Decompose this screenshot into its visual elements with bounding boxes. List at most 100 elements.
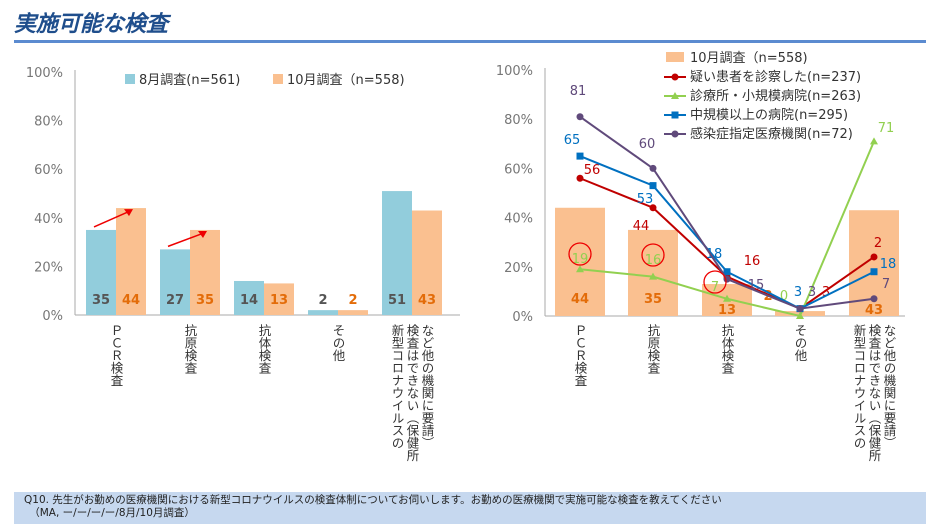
left-ytick: 0% [42, 309, 63, 324]
square-marker-icon [870, 268, 878, 276]
legend-label: 10月調査（n=558) [690, 51, 808, 66]
increase-arrow [93, 210, 131, 228]
series-data-label: 3 [822, 285, 830, 300]
series-data-label: 18 [706, 247, 723, 262]
right-category-label: その他 [792, 324, 808, 362]
left-category-label: 抗体検査 [256, 324, 272, 374]
series-data-label: 56 [584, 163, 601, 178]
series-data-label: 44 [633, 219, 650, 234]
series-data-label: 18 [880, 257, 897, 272]
left-bar [412, 210, 442, 315]
arrow-head-icon [124, 209, 133, 217]
legend-swatch [273, 74, 283, 84]
left-data-label: 2 [348, 293, 357, 308]
left-ytick: 80% [34, 115, 63, 130]
legend-label: 疑い患者を診察した(n=237) [690, 69, 861, 85]
right-ytick: 100% [496, 64, 533, 79]
circle-marker-icon [671, 73, 679, 81]
left-bar [234, 280, 264, 315]
left-ytick: 40% [34, 212, 63, 227]
series-data-label: 3 [808, 285, 816, 300]
left-ytick: 20% [34, 260, 63, 275]
series-data-label: 7 [882, 277, 890, 292]
square-marker-icon [671, 111, 679, 119]
highlight-circle [641, 243, 665, 267]
left-category-label: ＰＣＲ検査 [108, 324, 124, 387]
left-category-label: 抗原検査 [182, 324, 198, 374]
circle-marker-icon [870, 295, 878, 303]
right-ytick: 40% [504, 212, 533, 227]
right-bar-label: 13 [718, 303, 736, 318]
series-data-label: 81 [570, 84, 587, 99]
right-ytick: 20% [504, 261, 533, 276]
circle-marker-icon [796, 305, 804, 313]
question-note: Q10. 先生がお勤めの医療機関における新型コロナウイルスの検査体制についてお伺… [14, 492, 926, 524]
series-data-label: 2 [874, 236, 882, 251]
increase-arrow [167, 232, 205, 248]
series-data-label: 53 [637, 192, 654, 207]
left-data-label: 35 [92, 293, 110, 308]
left-data-label: 43 [418, 293, 436, 308]
circle-marker-icon [649, 204, 657, 212]
right-bar-label: 44 [571, 292, 589, 307]
legend-label: 8月調査(n=561) [139, 73, 240, 88]
left-data-label: 27 [166, 293, 184, 308]
left-ytick: 60% [34, 163, 63, 178]
arrow-head-icon [198, 230, 207, 238]
right-ytick: 80% [504, 113, 533, 128]
circle-marker-icon [671, 130, 679, 138]
circle-marker-icon [870, 253, 878, 261]
left-ytick: 100% [26, 66, 63, 81]
triangle-marker-icon [723, 294, 731, 302]
left-bar [160, 249, 190, 315]
right-ytick: 0% [512, 310, 533, 325]
left-bar [190, 229, 220, 315]
series-data-label: 3 [794, 285, 802, 300]
triangle-marker-icon [870, 137, 878, 145]
right-category-label: ＰＣＲ検査 [572, 324, 588, 387]
series-data-label: 7 [711, 280, 719, 295]
series-data-label: 16 [744, 254, 761, 269]
series-data-label: 19 [572, 252, 589, 267]
series-data-label: 71 [878, 121, 895, 136]
left-data-label: 13 [270, 293, 288, 308]
left-data-label: 44 [122, 293, 140, 308]
legend-label: 診療所・小規模病院(n=263) [690, 88, 861, 104]
highlight-circle [703, 270, 727, 294]
legend-label: 感染症指定医療機関(n=72) [690, 126, 853, 142]
triangle-marker-icon [796, 312, 804, 319]
right-bar-label: 43 [865, 303, 883, 318]
page-title: 実施可能な検査 [14, 12, 169, 37]
left-data-label: 51 [388, 293, 406, 308]
left-bar [308, 310, 338, 315]
circle-marker-icon [576, 113, 584, 121]
series-data-label: 0 [780, 289, 788, 304]
series-data-label: 16 [645, 253, 662, 268]
series-data-label: 15 [748, 278, 765, 293]
square-marker-icon [649, 182, 657, 190]
right-category-label: 抗原検査 [645, 324, 661, 374]
right-ytick: 60% [504, 162, 533, 177]
left-bar [86, 229, 116, 315]
right-bar-label: 35 [644, 292, 662, 307]
highlight-circle [568, 242, 592, 266]
legend-swatch [666, 52, 684, 62]
triangle-marker-icon [649, 272, 657, 280]
left-category-label: その他 [330, 324, 346, 362]
series-data-label: 65 [564, 133, 581, 148]
left-bar [382, 191, 412, 315]
left-bar [338, 310, 368, 315]
legend-label: 中規模以上の病院(n=295) [690, 108, 848, 123]
left-data-label: 14 [240, 293, 258, 308]
right-bar [555, 207, 605, 316]
left-data-label: 35 [196, 293, 214, 308]
triangle-marker-icon [671, 92, 679, 99]
series-data-label: 60 [639, 137, 656, 152]
square-marker-icon [576, 152, 584, 160]
left-bar [116, 208, 146, 315]
title-divider [14, 40, 926, 43]
circle-marker-icon [649, 164, 657, 172]
legend-swatch [125, 74, 135, 84]
left-bar [264, 283, 294, 315]
